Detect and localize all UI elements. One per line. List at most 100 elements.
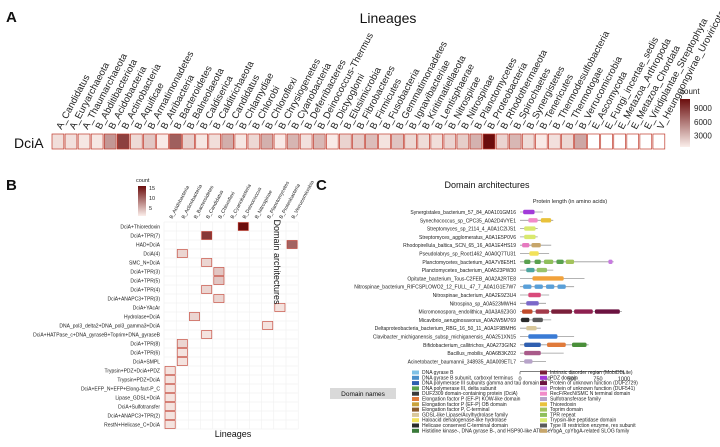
- legend-entry: YbgA_cpYbgA-related SLOG family: [550, 428, 630, 434]
- legend-swatch: [412, 418, 419, 423]
- protein-label: Micavibrio_aeruginosavorus_A0A2W5M769: [419, 318, 516, 324]
- protein-label: Deltaproteobacteria_bacterium_RBG_16_50_…: [375, 326, 517, 332]
- panel-c-axis-title: Protein length (in amino acids): [533, 199, 607, 205]
- legend-entry: DNA gyrase B: [422, 370, 454, 376]
- legend-swatch: [540, 402, 547, 407]
- heatmap-cell: [176, 339, 188, 348]
- architecture-label: DciA+HATPase_c+DNA_gyraseB+Toprim+DNA_gy…: [33, 332, 161, 338]
- legend-tick-label: 10: [149, 196, 155, 202]
- heatmap-cell: [613, 133, 626, 150]
- protein-domain: [524, 342, 541, 347]
- heatmap-cell: [195, 133, 208, 150]
- panel-b-heatmap: [163, 221, 299, 430]
- heatmap-cell: [90, 133, 104, 150]
- architecture-label: DciA+YAcAr: [133, 305, 161, 311]
- heatmap-cell: [213, 294, 225, 303]
- protein-domain: [540, 218, 552, 223]
- count-legend-b-bar: [138, 186, 146, 216]
- legend-swatch: [412, 386, 419, 391]
- heatmap-cell: [521, 133, 535, 150]
- architecture-label: DciA+TPR(5): [130, 278, 160, 284]
- panel-a: A Lineages A_CandidatusA_EuryarchaeotaA_…: [6, 8, 720, 151]
- count-legend-a-title: count: [680, 87, 700, 96]
- protein-domain: [547, 342, 566, 347]
- heatmap-cell: [286, 133, 300, 150]
- heatmap-cell: [143, 133, 156, 150]
- protein-label: Synechococcus_sp_CPC35_A0A2D4VYE1: [420, 218, 516, 224]
- heatmap-cell: [391, 133, 404, 150]
- protein-domain: [532, 276, 564, 281]
- legend-entry: Trypsin-like peptidase domain: [550, 418, 616, 424]
- protein-domain: [528, 334, 558, 339]
- heatmap-cell: [189, 312, 200, 321]
- panel-b-ylabel: Domain architectures: [272, 219, 282, 305]
- heatmap-cell: [164, 384, 176, 393]
- legend-entry: Thioredoxin: [550, 402, 576, 408]
- heatmap-cell: [652, 133, 666, 150]
- protein-domain: [556, 259, 564, 264]
- heatmap-cell: [548, 133, 561, 150]
- legend-swatch: [540, 418, 547, 423]
- heatmap-cell: [274, 303, 286, 312]
- protein-label: Streptomyces_agglomeratus_A0A1E5P0V6: [419, 235, 516, 241]
- protein-domain: [536, 267, 548, 273]
- protein-domain: [528, 218, 538, 223]
- heatmap-cell: [237, 222, 249, 231]
- legend-swatch: [540, 386, 547, 391]
- heatmap-cell: [164, 420, 176, 429]
- protein-label: Rhodopirellula_baltica_SCN_65_16_A0A1E4H…: [403, 243, 516, 249]
- panel-c-letter: C: [316, 177, 327, 194]
- protein-label: Streptomyces_sp_2114_4_A0A1C2IJS1: [427, 227, 516, 233]
- heatmap-cell: [339, 133, 352, 150]
- protein-label: Acinetobacter_baumannii_348935_A0A009ETL…: [408, 359, 517, 365]
- protein-domain: [522, 243, 530, 248]
- heatmap-cell: [639, 133, 653, 150]
- legend-entry: DNA polymerase III subunits gamma and ta…: [422, 381, 545, 387]
- legend-tick-label: 6000: [694, 118, 712, 127]
- heatmap-cell: [626, 133, 640, 150]
- count-legend-b: count 15 10 5: [136, 178, 155, 216]
- lineage-labels: A_CandidatusA_EuryarchaeotaA_Thaumarchae…: [54, 8, 720, 131]
- legend-swatch: [540, 391, 547, 396]
- architecture-label: Lipase_GDSL+DciA: [115, 395, 160, 401]
- architecture-label: DNA_pol3_delta2+DNA_pol3_gamma3+DciA: [59, 323, 160, 329]
- protein-domain: [532, 317, 543, 323]
- protein-label: Nitrospinae_bacterium_A0A2E9Z3U4: [433, 293, 517, 299]
- heatmap-cell: [508, 133, 522, 150]
- protein-domain: [594, 309, 620, 314]
- heatmap-cell: [535, 133, 548, 150]
- legend-entry: Sulfotransferase family: [550, 397, 601, 403]
- legend-entry: TPR repeat: [550, 412, 576, 418]
- legend-swatch: [412, 375, 419, 380]
- protein-domain: [529, 251, 539, 256]
- legend-tick-label: 15: [149, 186, 155, 192]
- legend-entry: Histidine kinase-, DNA gyrase B-, and HS…: [422, 428, 551, 434]
- protein-domain: [521, 317, 530, 323]
- heatmap-cell: [378, 133, 391, 150]
- protein-label: Clavibacter_michiganensis_subsp_michigan…: [373, 335, 516, 341]
- protein-domain: [526, 301, 539, 306]
- heatmap-cell: [430, 133, 444, 150]
- protein-domain: [608, 259, 613, 264]
- protein-domain: [523, 209, 535, 215]
- heatmap-cell: [156, 133, 169, 150]
- panel-a-letter: A: [6, 9, 17, 26]
- heatmap-cell: [164, 366, 176, 375]
- protein-label: Opitutae_bacterium_Tous-C2FEB_A0A2A2RTE8: [407, 276, 516, 282]
- panel-b-column-labels: B_AcidobacteriaB_ActinobacteriaB_Bactero…: [169, 180, 316, 220]
- panel-c: C Domain architectures Protein length (i…: [316, 177, 638, 434]
- heatmap-cell: [164, 411, 176, 420]
- protein-domain: [535, 309, 550, 314]
- architecture-label: Hydrolase+DciA: [124, 314, 161, 320]
- heatmap-cell: [247, 133, 261, 150]
- legend-entry: DNA gyrase B subunit, carboxyl terminus: [422, 375, 513, 381]
- heatmap-cell: [201, 330, 213, 339]
- protein-label: Synergistales_bacterium_57_84_A0A101GM16: [410, 210, 516, 216]
- axis-tick-label: 500: [567, 377, 576, 383]
- legend-swatch: [412, 428, 419, 433]
- heatmap-cell: [574, 133, 587, 150]
- heatmap-cell: [273, 133, 287, 150]
- legend-entry: DUF2309 domain-containing protein (DciA): [422, 391, 518, 397]
- architecture-label: DciA+TPR(7): [130, 233, 160, 239]
